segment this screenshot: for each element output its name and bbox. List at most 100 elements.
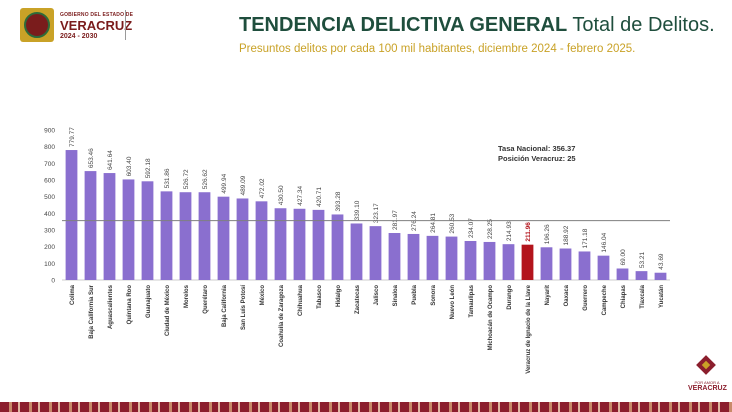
category-label-30: Tlaxcala xyxy=(640,284,646,308)
gov-years: 2024 - 2030 xyxy=(60,33,98,40)
bar-23 xyxy=(502,244,515,280)
category-label-26: Oaxaca xyxy=(564,284,570,306)
category-label-21: Tamaulipas xyxy=(469,284,475,317)
value-label-1: 653.46 xyxy=(88,148,95,168)
brand-logo: POR AMOR A VERACRUZ xyxy=(688,355,727,392)
page-title: TENDENCIA DELICTIVA GENERAL Total de Del… xyxy=(239,14,715,37)
bar-8 xyxy=(217,196,230,280)
government-logo-text: GOBIERNO DEL ESTADO DE VERACRUZ 2024 - 2… xyxy=(60,12,180,40)
category-label-16: Jalisco xyxy=(374,285,380,306)
page-subtitle: Presuntos delitos por cada 100 mil habit… xyxy=(239,43,636,55)
category-label-10: México xyxy=(260,285,266,306)
y-tick-label: 400 xyxy=(44,211,55,218)
value-label-6: 526.72 xyxy=(183,169,190,189)
bar-24 xyxy=(521,244,534,280)
bar-3 xyxy=(122,179,135,280)
category-label-22: Michoacán de Ocampo xyxy=(488,285,494,351)
y-tick-label: 100 xyxy=(44,261,55,268)
category-label-18: Puebla xyxy=(412,284,418,304)
title-rest: Total de Delitos. xyxy=(567,14,715,36)
bar-31 xyxy=(654,272,667,280)
category-label-1: Baja California Sur xyxy=(89,284,95,338)
bar-4 xyxy=(141,181,154,280)
value-label-16: 323.17 xyxy=(373,203,380,223)
value-label-8: 499.94 xyxy=(221,173,228,193)
category-label-6: Morelos xyxy=(184,284,190,308)
value-label-26: 188.92 xyxy=(563,225,570,245)
brand-name: VERACRUZ xyxy=(688,385,727,392)
category-label-9: San Luis Potosí xyxy=(241,285,247,330)
bar-7 xyxy=(198,192,211,280)
category-label-23: Durango xyxy=(507,285,513,310)
decorative-footer-band xyxy=(0,402,732,412)
gov-label: GOBIERNO DEL ESTADO DE xyxy=(60,12,134,18)
value-label-30: 53.21 xyxy=(639,251,646,268)
bar-26 xyxy=(559,248,572,280)
category-label-5: Ciudad de México xyxy=(165,285,171,336)
y-tick-label: 500 xyxy=(44,194,55,201)
value-label-14: 393.28 xyxy=(335,191,342,211)
bar-30 xyxy=(635,271,648,280)
bar-20 xyxy=(445,236,458,280)
value-label-17: 281.97 xyxy=(392,210,399,230)
bar-17 xyxy=(388,233,401,280)
y-tick-label: 800 xyxy=(44,144,55,151)
category-label-28: Campeche xyxy=(602,284,608,315)
y-tick-label: 900 xyxy=(44,128,55,135)
bar-11 xyxy=(274,208,287,280)
value-label-11: 430.50 xyxy=(278,185,285,205)
y-tick-label: 300 xyxy=(44,228,55,235)
y-tick-label: 600 xyxy=(44,178,55,185)
value-label-27: 171.18 xyxy=(582,228,589,248)
category-label-25: Nayarit xyxy=(545,285,551,305)
y-tick-label: 0 xyxy=(51,278,55,285)
gov-state-name: VERACRUZ xyxy=(60,18,133,33)
value-label-15: 339.10 xyxy=(354,200,361,220)
annotation-line-1: Posición Veracruz: 25 xyxy=(498,154,576,163)
bar-12 xyxy=(293,208,306,280)
value-label-31: 43.69 xyxy=(658,253,665,270)
bar-16 xyxy=(369,226,382,280)
bar-28 xyxy=(597,255,610,280)
category-label-2: Aguascalientes xyxy=(108,284,114,329)
value-label-4: 592.18 xyxy=(145,158,152,178)
category-label-4: Guanajuato xyxy=(146,285,152,318)
category-label-12: Chihuahua xyxy=(298,284,304,316)
title-bold: TENDENCIA DELICTIVA GENERAL xyxy=(239,14,568,36)
value-label-10: 472.02 xyxy=(259,178,266,198)
value-label-9: 489.09 xyxy=(240,175,247,195)
bar-10 xyxy=(255,201,268,280)
value-label-25: 196.26 xyxy=(544,224,551,244)
category-label-13: Tabasco xyxy=(317,285,323,309)
category-label-27: Guerrero xyxy=(583,285,589,311)
category-label-11: Coahuila de Zaragoza xyxy=(279,284,285,347)
bar-19 xyxy=(426,235,439,280)
value-label-20: 260.53 xyxy=(449,213,456,233)
value-label-3: 603.40 xyxy=(126,156,133,176)
value-label-19: 264.81 xyxy=(430,213,437,233)
category-label-29: Chiapas xyxy=(621,284,627,308)
bar-5 xyxy=(160,191,173,280)
header-divider xyxy=(125,10,126,40)
category-label-15: Zacatecas xyxy=(355,284,361,314)
category-label-20: Nuevo León xyxy=(450,285,456,320)
brand-diamond-icon xyxy=(695,355,719,378)
bar-21 xyxy=(464,240,477,280)
value-label-2: 641.64 xyxy=(107,150,114,170)
value-label-13: 420.71 xyxy=(316,187,323,207)
bar-15 xyxy=(350,223,363,280)
value-label-23: 214.93 xyxy=(506,221,513,241)
category-label-19: Sonora xyxy=(431,284,437,305)
bar-18 xyxy=(407,233,420,280)
bar-9 xyxy=(236,198,249,280)
category-label-14: Hidalgo xyxy=(336,285,342,307)
bar-14 xyxy=(331,214,344,280)
value-label-22: 228.25 xyxy=(487,219,494,239)
category-label-3: Quintana Roo xyxy=(127,285,133,325)
value-label-21: 234.07 xyxy=(468,218,475,238)
bar-1 xyxy=(84,171,97,280)
value-label-29: 69.00 xyxy=(620,249,627,266)
value-label-28: 146.04 xyxy=(601,232,608,252)
y-tick-label: 200 xyxy=(44,244,55,251)
